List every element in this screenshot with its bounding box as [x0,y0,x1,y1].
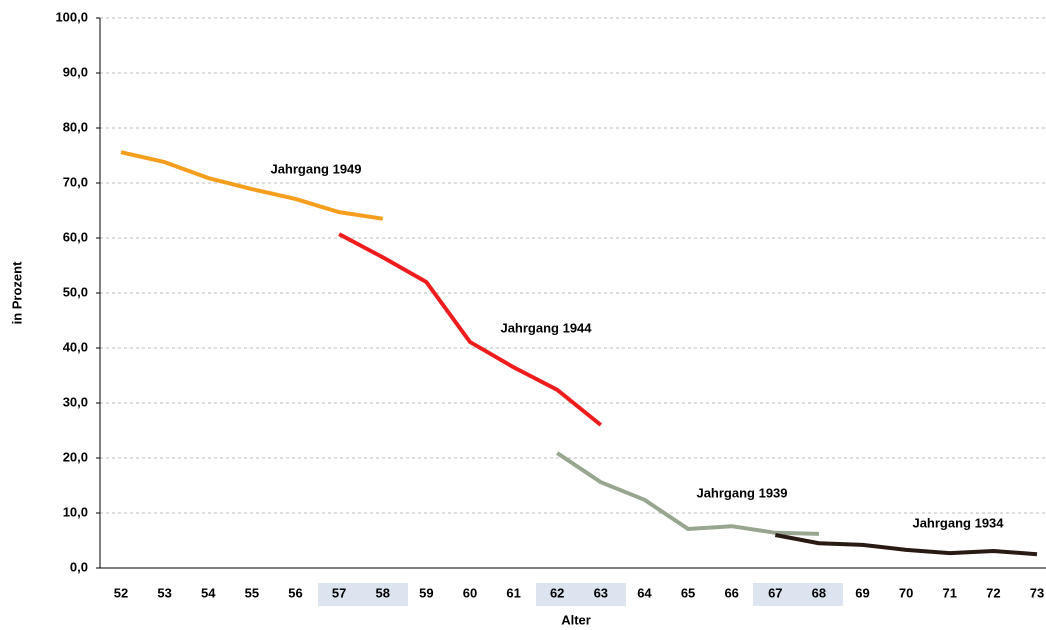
y-tick-label: 40,0 [63,339,88,354]
x-tick-label: 69 [855,585,869,600]
x-tick-label: 62 [550,585,564,600]
x-tick-label: 68 [812,585,826,600]
x-tick-label: 59 [419,585,433,600]
y-tick-label: 30,0 [63,394,88,409]
x-tick-label: 72 [986,585,1000,600]
x-tick-label: 66 [724,585,738,600]
series-line [120,150,384,221]
x-tick-label: 56 [288,585,302,600]
y-tick-label: 90,0 [63,64,88,79]
x-tick-label: 64 [637,585,652,600]
series-line [338,232,603,427]
x-tick-label: 52 [114,585,128,600]
x-tick-label: 70 [899,585,913,600]
x-tick-label: 58 [375,585,389,600]
x-axis-label: Alter [561,612,591,627]
y-tick-label: 60,0 [63,229,88,244]
x-tick-label: 54 [201,585,216,600]
x-tick-label: 63 [594,585,608,600]
x-tick-label: 65 [681,585,695,600]
y-tick-label: 10,0 [63,504,88,519]
y-tick-label: 0,0 [70,559,88,574]
y-tick-label: 80,0 [63,119,88,134]
x-tick-label: 53 [157,585,171,600]
series-label: Jahrgang 1944 [500,320,592,335]
series-label: Jahrgang 1949 [270,161,361,176]
series-line [556,451,819,536]
y-tick-label: 100,0 [55,9,88,24]
y-tick-label: 70,0 [63,174,88,189]
x-tick-label: 71 [943,585,957,600]
series-label: Jahrgang 1939 [696,485,787,500]
x-tick-label: 61 [506,585,520,600]
y-tick-label: 50,0 [63,284,88,299]
x-tick-label: 60 [463,585,477,600]
x-tick-label: 67 [768,585,782,600]
highlight-band [318,583,408,606]
y-axis-label: in Prozent [9,261,24,325]
series-line [774,533,1038,557]
series-label: Jahrgang 1934 [912,515,1004,530]
x-tick-label: 57 [332,585,346,600]
y-tick-label: 20,0 [63,449,88,464]
x-tick-label: 73 [1030,585,1044,600]
highlight-band [753,583,843,606]
highlight-band [536,583,626,606]
x-tick-label: 55 [245,585,259,600]
